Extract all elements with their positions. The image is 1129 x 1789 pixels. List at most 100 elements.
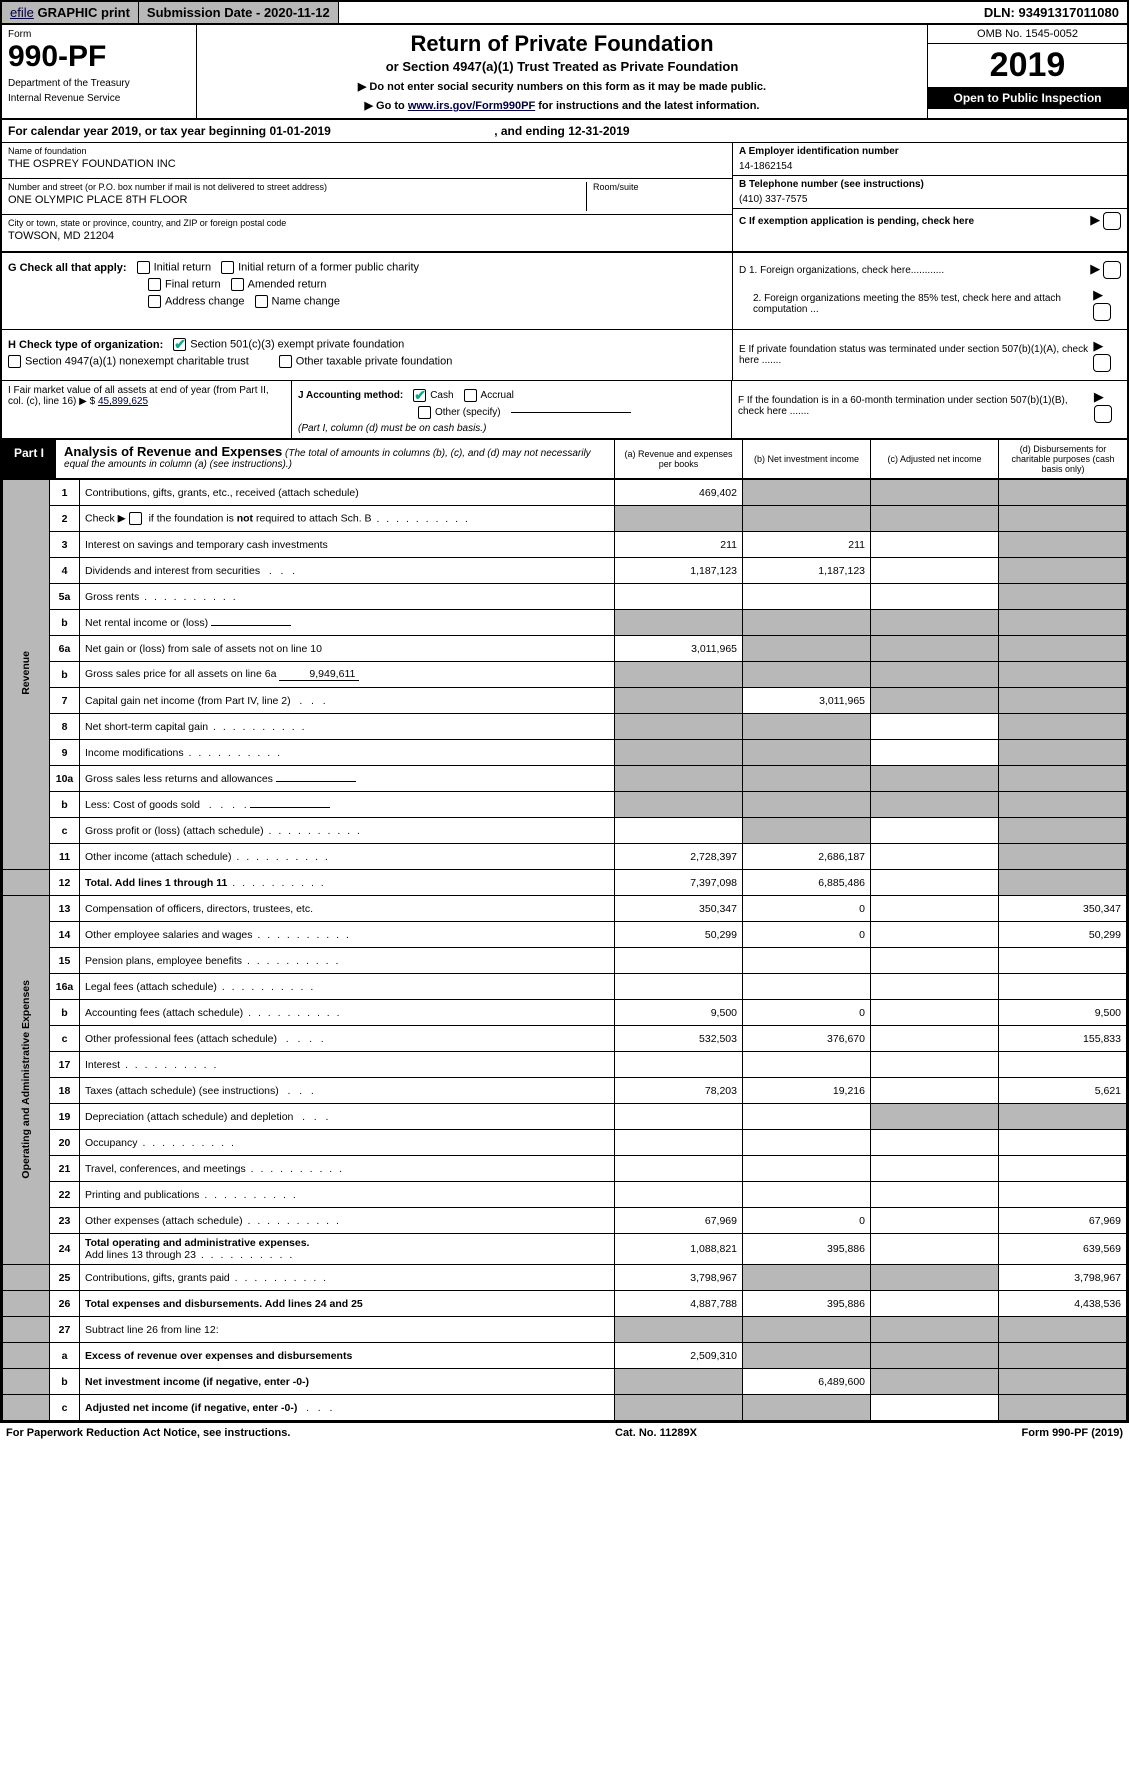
table-row: 10aGross sales less returns and allowanc… [3, 766, 1127, 792]
section-g: G Check all that apply: Initial return I… [2, 253, 732, 329]
cb-501c3[interactable] [173, 338, 186, 351]
table-row: bAccounting fees (attach schedule)9,5000… [3, 1000, 1127, 1026]
table-row: bLess: Cost of goods sold . . . . [3, 792, 1127, 818]
table-row: 5aGross rents [3, 584, 1127, 610]
cb-accrual[interactable] [464, 389, 477, 402]
j-label: J Accounting method: [298, 390, 403, 401]
section-g-d: G Check all that apply: Initial return I… [2, 252, 1127, 329]
table-row: cAdjusted net income (if negative, enter… [3, 1395, 1127, 1421]
ein-cell: A Employer identification number 14-1862… [733, 143, 1127, 176]
cb-address-change[interactable] [148, 295, 161, 308]
g-label: G Check all that apply: [8, 262, 127, 274]
expenses-side-label: Operating and Administrative Expenses [3, 896, 50, 1265]
section-e: E If private foundation status was termi… [732, 330, 1127, 380]
header-left: Form 990-PF Department of the Treasury I… [2, 25, 197, 118]
foundation-name: THE OSPREY FOUNDATION INC [8, 158, 726, 170]
section-f: F If the foundation is in a 60-month ter… [732, 381, 1127, 438]
entity-info: Name of foundation THE OSPREY FOUNDATION… [2, 143, 1127, 252]
cb-foreign-org[interactable] [1103, 261, 1121, 279]
table-row: aExcess of revenue over expenses and dis… [3, 1343, 1127, 1369]
table-row: 6aNet gain or (loss) from sale of assets… [3, 636, 1127, 662]
col-d-header: (d) Disbursements for charitable purpose… [999, 440, 1127, 478]
cb-cash[interactable] [413, 389, 426, 402]
instruction-2: ▶ Go to www.irs.gov/Form990PF for instru… [203, 99, 921, 112]
footer-right: Form 990-PF (2019) [1022, 1427, 1124, 1439]
city-cell: City or town, state or province, country… [2, 215, 732, 251]
table-row: 12Total. Add lines 1 through 117,397,098… [3, 870, 1127, 896]
table-row: 20Occupancy [3, 1130, 1127, 1156]
j-note: (Part I, column (d) must be on cash basi… [298, 423, 725, 434]
section-j: J Accounting method: Cash Accrual Other … [292, 381, 732, 438]
cb-85pct-test[interactable] [1093, 303, 1111, 321]
table-row: 2Check ▶ if the foundation is not requir… [3, 506, 1127, 532]
cb-initial-return[interactable] [137, 261, 150, 274]
table-row: cOther professional fees (attach schedul… [3, 1026, 1127, 1052]
form-label: Form [8, 29, 190, 40]
table-row: 23Other expenses (attach schedule)67,969… [3, 1208, 1127, 1234]
omb-number: OMB No. 1545-0052 [928, 25, 1127, 44]
header-mid: Return of Private Foundation or Section … [197, 25, 927, 118]
street-address: ONE OLYMPIC PLACE 8TH FLOOR [8, 194, 586, 206]
section-h: H Check type of organization: Section 50… [2, 330, 732, 380]
irs-link[interactable]: www.irs.gov/Form990PF [408, 100, 535, 112]
table-row: 11Other income (attach schedule)2,728,39… [3, 844, 1127, 870]
room-suite-label: Room/suite [593, 182, 726, 192]
efile-link[interactable]: efile [10, 5, 34, 20]
table-row: 19Depreciation (attach schedule) and dep… [3, 1104, 1127, 1130]
table-row: 22Printing and publications [3, 1182, 1127, 1208]
table-row: bNet rental income or (loss) [3, 610, 1127, 636]
part1-header: Part I Analysis of Revenue and Expenses … [2, 438, 1127, 479]
cb-status-terminated[interactable] [1093, 354, 1111, 372]
footer-mid: Cat. No. 11289X [615, 1427, 697, 1439]
table-row: Operating and Administrative Expenses 13… [3, 896, 1127, 922]
dln: DLN: 93491317011080 [976, 2, 1127, 23]
table-row: 26Total expenses and disbursements. Add … [3, 1291, 1127, 1317]
main-title: Return of Private Foundation [203, 31, 921, 57]
table-row: 27Subtract line 26 from line 12: [3, 1317, 1127, 1343]
city-state-zip: TOWSON, MD 21204 [8, 230, 726, 242]
cb-amended[interactable] [231, 278, 244, 291]
ein: 14-1862154 [739, 161, 1121, 172]
cb-sch-b[interactable] [129, 512, 142, 525]
tax-year: 2019 [928, 44, 1127, 87]
table-row: 8Net short-term capital gain [3, 714, 1127, 740]
cb-other-taxable[interactable] [279, 355, 292, 368]
inspection-label: Open to Public Inspection [928, 87, 1127, 109]
table-row: 4Dividends and interest from securities … [3, 558, 1127, 584]
cb-initial-former[interactable] [221, 261, 234, 274]
phone: (410) 337-7575 [739, 194, 1121, 205]
fmv-amount: 45,899,625 [98, 396, 148, 407]
section-ijf: I Fair market value of all assets at end… [2, 380, 1127, 438]
cb-4947a1[interactable] [8, 355, 21, 368]
cb-60month[interactable] [1094, 405, 1112, 423]
section-h-e: H Check type of organization: Section 50… [2, 329, 1127, 380]
top-bar: efile GRAPHIC print Submission Date - 20… [2, 2, 1127, 25]
header-right: OMB No. 1545-0052 2019 Open to Public In… [927, 25, 1127, 118]
table-row: 25Contributions, gifts, grants paid3,798… [3, 1265, 1127, 1291]
cb-other-method[interactable] [418, 406, 431, 419]
cb-name-change[interactable] [255, 295, 268, 308]
table-row: 14Other employee salaries and wages50,29… [3, 922, 1127, 948]
revenue-side-label: Revenue [3, 480, 50, 870]
exemption-checkbox[interactable] [1103, 212, 1121, 230]
other-specify-field[interactable] [511, 412, 631, 413]
dept-irs: Internal Revenue Service [8, 93, 190, 104]
section-i: I Fair market value of all assets at end… [2, 381, 292, 438]
submission-date: Submission Date - 2020-11-12 [139, 2, 339, 23]
col-a-header: (a) Revenue and expenses per books [615, 440, 743, 478]
table-row: bGross sales price for all assets on lin… [3, 662, 1127, 688]
form-container: efile GRAPHIC print Submission Date - 20… [0, 0, 1129, 1423]
table-row: 17Interest [3, 1052, 1127, 1078]
subtitle: or Section 4947(a)(1) Trust Treated as P… [203, 59, 921, 74]
table-row: Revenue 1Contributions, gifts, grants, e… [3, 480, 1127, 506]
efile-button[interactable]: efile GRAPHIC print [2, 2, 139, 23]
part1-tab: Part I [2, 440, 56, 478]
table-row: 18Taxes (attach schedule) (see instructi… [3, 1078, 1127, 1104]
table-row: 3Interest on savings and temporary cash … [3, 532, 1127, 558]
table-row: cGross profit or (loss) (attach schedule… [3, 818, 1127, 844]
cb-final-return[interactable] [148, 278, 161, 291]
form-header: Form 990-PF Department of the Treasury I… [2, 25, 1127, 120]
footer-left: For Paperwork Reduction Act Notice, see … [6, 1427, 290, 1439]
form-number: 990-PF [8, 40, 190, 74]
calendar-year-row: For calendar year 2019, or tax year begi… [2, 120, 1127, 143]
